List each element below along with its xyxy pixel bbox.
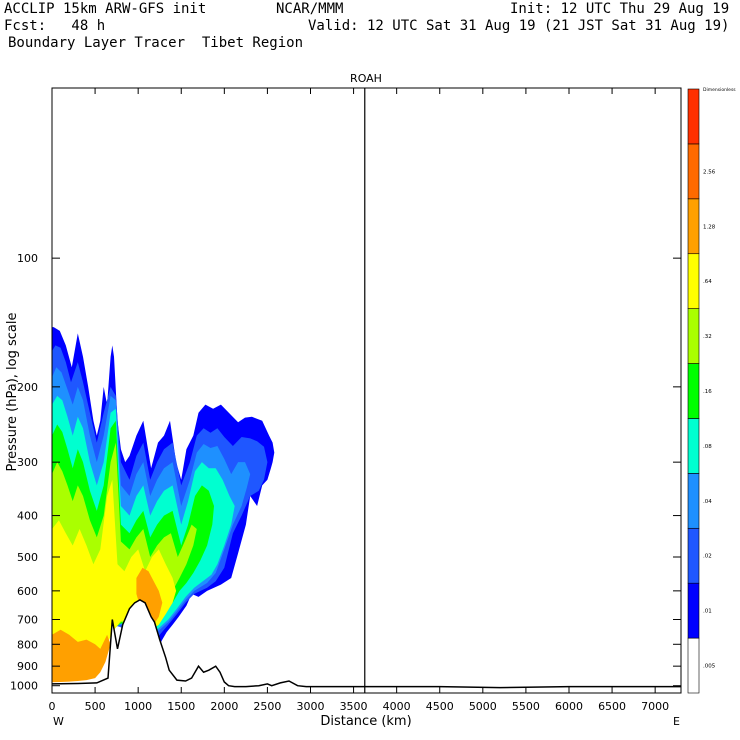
colorbar-swatch <box>687 473 700 529</box>
y-tick-label: 800 <box>17 638 38 651</box>
y-axis: 100 200 300 400 500 600 700 800 900 1000 <box>10 252 681 693</box>
terrain-layer <box>52 599 681 693</box>
contour-level-7 <box>52 629 111 683</box>
x-tick-label: 3500 <box>340 700 368 713</box>
x-tick-label: 6000 <box>555 700 583 713</box>
y-tick-label: 400 <box>17 510 38 523</box>
x-tick-label: 1000 <box>124 700 152 713</box>
colorbar-swatch <box>687 198 700 255</box>
organization-label: NCAR/MMM <box>276 1 344 17</box>
colorbar-unit-label: Dimensionless <box>703 87 736 93</box>
colorbar-swatch <box>687 88 700 145</box>
x-tick-label: 2500 <box>253 700 281 713</box>
y-tick-label: 300 <box>17 456 38 469</box>
colorbar-level-label: .005 <box>703 664 716 670</box>
colorbar-level-label: .32 <box>703 334 712 340</box>
tracer-contours <box>52 327 275 683</box>
x-right-label: E <box>673 715 680 728</box>
y-tick-label: 100 <box>17 252 38 265</box>
x-tick-label: 2000 <box>210 700 238 713</box>
forecast-hour: Fcst: 48 h <box>4 18 106 34</box>
x-tick-label: 1500 <box>167 700 195 713</box>
field-subtitle: Boundary Layer Tracer Tibet Region <box>8 35 304 51</box>
chart-title: ROAH <box>350 72 382 85</box>
model-title: ACCLIP 15km ARW-GFS init <box>4 1 207 17</box>
init-time: Init: 12 UTC Thu 29 Aug 19 <box>510 1 730 17</box>
x-tick-label: 7000 <box>641 700 669 713</box>
colorbar-level-label: 2.56 <box>703 169 716 175</box>
plot-frame <box>51 87 682 694</box>
x-tick-label: 5000 <box>469 700 497 713</box>
y-tick-label: 1000 <box>10 680 38 693</box>
colorbar-level-label: .04 <box>703 499 712 505</box>
colorbar-level-label: .08 <box>703 444 712 450</box>
colorbar-swatch <box>687 308 700 364</box>
x-tick-label: 6500 <box>598 700 626 713</box>
colorbar-level-label: .01 <box>703 609 712 615</box>
colorbar-swatch <box>687 253 700 309</box>
terrain-fill <box>52 599 681 693</box>
contour-level-6 <box>52 479 177 681</box>
x-left-label: W <box>53 715 64 728</box>
colorbar-swatch <box>687 143 700 200</box>
y-tick-label: 200 <box>17 381 38 394</box>
colorbar-swatch <box>687 527 700 584</box>
x-tick-label: 4000 <box>383 700 411 713</box>
x-axis-label: Distance (km) <box>320 714 411 729</box>
colorbar-level-label: 1.28 <box>703 224 716 230</box>
colorbar-level-label: .02 <box>703 554 712 560</box>
colorbar-level-label: .16 <box>703 389 712 395</box>
colorbar-swatch <box>687 363 700 419</box>
x-tick-label: 4500 <box>426 700 454 713</box>
terrain-line <box>52 599 681 689</box>
colorbar-swatch <box>687 637 700 694</box>
x-tick-label: 5500 <box>512 700 540 713</box>
colorbar: Dimensionless .005 .01 .02 .04 .08 .16 .32 .64 1… <box>687 87 736 694</box>
y-tick-label: 500 <box>17 551 38 564</box>
colorbar-swatch <box>687 418 700 474</box>
x-tick-label: 500 <box>85 700 106 713</box>
y-tick-label: 600 <box>17 585 38 598</box>
colorbar-level-label: .64 <box>703 279 712 285</box>
y-axis-label: Pressure (hPa), log scale <box>5 313 20 472</box>
colorbar-swatch <box>687 582 700 639</box>
y-tick-label: 700 <box>17 613 38 626</box>
valid-time: Valid: 12 UTC Sat 31 Aug 19 (21 JST Sat … <box>308 18 730 34</box>
contour-level-8 <box>136 567 163 625</box>
x-tick-label: 3000 <box>296 700 324 713</box>
x-tick-label: 0 <box>49 700 56 713</box>
y-tick-label: 900 <box>17 660 38 673</box>
x-axis: 0 500 1000 1500 2000 2500 3000 3500 4000 4500 5000… <box>49 88 669 713</box>
